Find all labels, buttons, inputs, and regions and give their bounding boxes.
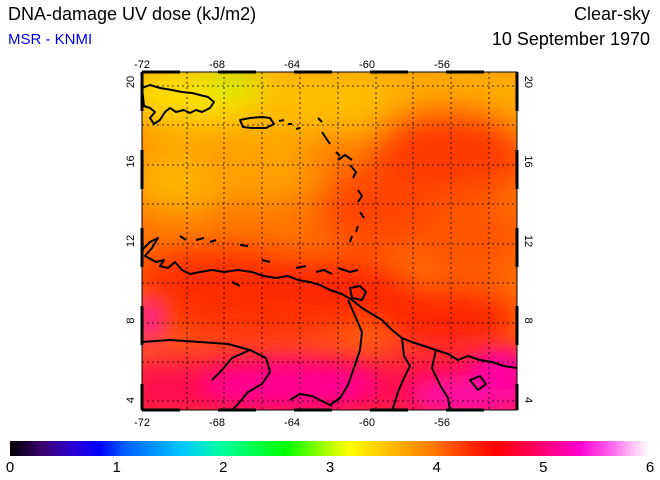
colorbar — [10, 441, 650, 456]
tick-label: -56 — [434, 59, 450, 71]
tick-label: 8 — [522, 317, 534, 323]
chart-title: DNA-damage UV dose (kJ/m2) — [8, 4, 257, 24]
tick-label: 20 — [522, 76, 534, 88]
tick-label: -68 — [209, 417, 225, 429]
lon-tick-labels-top: -72 -68 -64 -60 -56 — [134, 59, 450, 71]
tick-label: -72 — [134, 417, 150, 429]
colorbar-tick-label: 0 — [5, 459, 15, 476]
lat-tick-labels-left: 20 16 12 8 4 — [125, 76, 137, 403]
tick-label: -64 — [284, 417, 300, 429]
tick-label: -72 — [134, 59, 150, 71]
tick-label: -68 — [209, 59, 225, 71]
colorbar-tick-label: 2 — [219, 459, 228, 476]
tick-label: 12 — [522, 235, 534, 247]
tick-label: 4 — [522, 397, 534, 403]
tick-label: -64 — [284, 59, 300, 71]
colorbar-tick-label: 3 — [325, 459, 335, 476]
tick-label: 12 — [125, 235, 137, 247]
tick-label: -60 — [359, 59, 375, 71]
tick-label: 8 — [125, 317, 137, 323]
tick-label: 16 — [522, 155, 534, 167]
colorbar-tick-label: 1 — [112, 459, 121, 476]
coastlines — [142, 84, 517, 410]
colorbar-tick-label: 6 — [645, 459, 655, 476]
colorbar-tick-label: 4 — [432, 459, 441, 476]
colorbar-tick-label: 5 — [539, 459, 548, 476]
tick-label: -60 — [359, 417, 375, 429]
date-label: 10 September 1970 — [491, 29, 650, 49]
tick-label: 4 — [125, 397, 137, 403]
dose-field — [142, 72, 517, 410]
tick-label: 16 — [125, 155, 137, 167]
sky-condition-label: Clear-sky — [573, 4, 650, 24]
frame-ticks — [140, 70, 519, 412]
tick-label: -56 — [434, 417, 450, 429]
lon-tick-labels-bottom: -72 -68 -64 -60 -56 — [134, 417, 450, 429]
tick-label: 20 — [125, 76, 137, 88]
credit-label: MSR - KNMI — [8, 31, 93, 48]
lat-tick-labels-right: 20 16 12 8 4 — [522, 76, 534, 403]
